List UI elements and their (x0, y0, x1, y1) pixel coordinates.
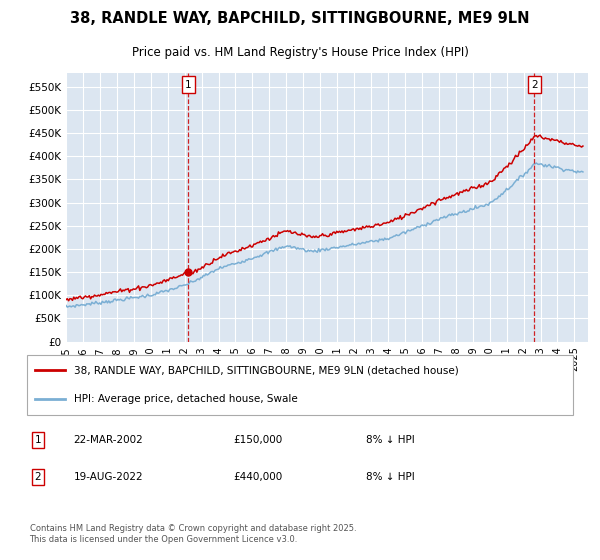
Text: 2: 2 (531, 80, 538, 90)
Text: 8% ↓ HPI: 8% ↓ HPI (366, 435, 415, 445)
Text: HPI: Average price, detached house, Swale: HPI: Average price, detached house, Swal… (74, 394, 298, 404)
Text: 1: 1 (185, 80, 191, 90)
Text: 22-MAR-2002: 22-MAR-2002 (74, 435, 143, 445)
Text: Price paid vs. HM Land Registry's House Price Index (HPI): Price paid vs. HM Land Registry's House … (131, 46, 469, 59)
FancyBboxPatch shape (27, 356, 573, 414)
Text: 38, RANDLE WAY, BAPCHILD, SITTINGBOURNE, ME9 9LN (detached house): 38, RANDLE WAY, BAPCHILD, SITTINGBOURNE,… (74, 365, 458, 375)
Text: 8% ↓ HPI: 8% ↓ HPI (366, 472, 415, 482)
Text: £150,000: £150,000 (234, 435, 283, 445)
Text: £440,000: £440,000 (234, 472, 283, 482)
Text: 1: 1 (34, 435, 41, 445)
Text: Contains HM Land Registry data © Crown copyright and database right 2025.
This d: Contains HM Land Registry data © Crown c… (29, 524, 356, 544)
Text: 38, RANDLE WAY, BAPCHILD, SITTINGBOURNE, ME9 9LN: 38, RANDLE WAY, BAPCHILD, SITTINGBOURNE,… (70, 11, 530, 26)
Text: 2: 2 (34, 472, 41, 482)
Text: 19-AUG-2022: 19-AUG-2022 (74, 472, 143, 482)
